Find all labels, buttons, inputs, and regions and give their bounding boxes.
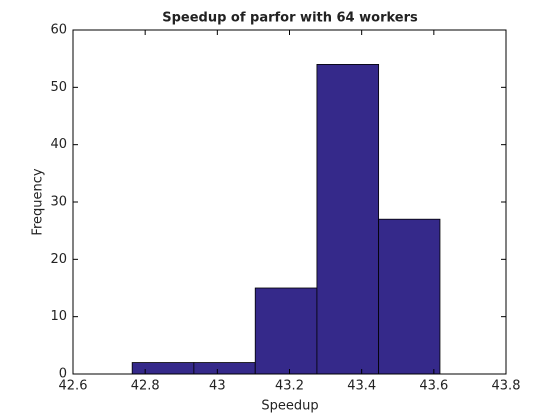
x-tick-label: 43.8 xyxy=(492,379,521,394)
bar xyxy=(378,218,441,375)
y-tick-label: 50 xyxy=(50,80,67,95)
y-tick-label: 20 xyxy=(50,252,67,267)
x-tick-label: 42.6 xyxy=(59,379,88,394)
x-tick-label: 43.2 xyxy=(275,379,304,394)
bar xyxy=(254,287,318,375)
chart-title: Speedup of parfor with 64 workers xyxy=(162,11,418,26)
y-tick-label: 60 xyxy=(50,23,67,38)
y-axis-label: Frequency xyxy=(31,168,46,235)
bar xyxy=(316,64,380,375)
bar xyxy=(193,362,256,375)
bar xyxy=(131,362,195,375)
y-tick-label: 0 xyxy=(59,367,67,382)
x-tick-label: 43 xyxy=(209,379,226,394)
x-tick-label: 43.6 xyxy=(419,379,448,394)
y-tick-label: 40 xyxy=(50,137,67,152)
x-tick-label: 43.4 xyxy=(347,379,376,394)
x-tick-label: 42.8 xyxy=(131,379,160,394)
y-tick-label: 10 xyxy=(50,309,67,324)
x-axis-label: Speedup xyxy=(261,399,318,414)
y-tick-label: 30 xyxy=(50,195,67,210)
